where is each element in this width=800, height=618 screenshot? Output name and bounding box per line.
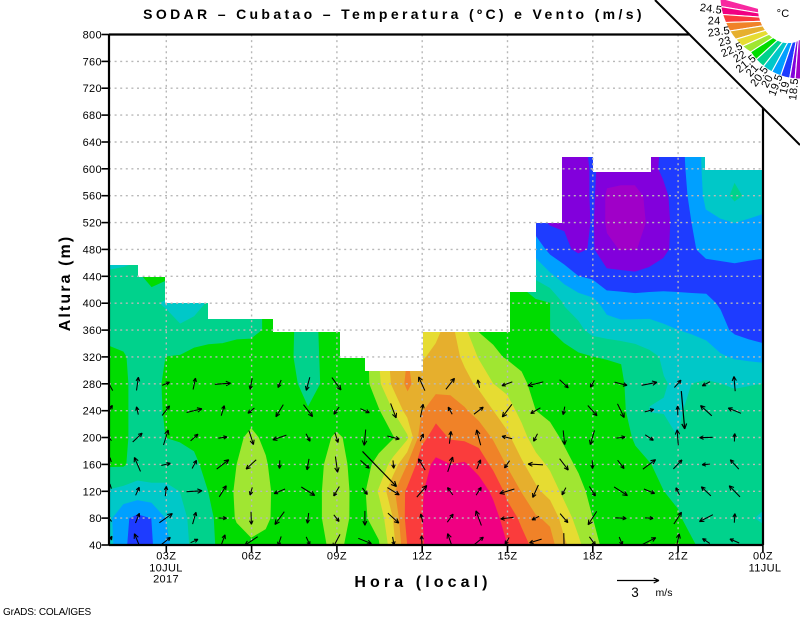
svg-text:22: 22 bbox=[731, 49, 748, 66]
svg-text:19: 19 bbox=[778, 80, 793, 95]
svg-text:240: 240 bbox=[83, 406, 102, 418]
svg-text:400: 400 bbox=[83, 298, 102, 310]
svg-text:GrADS: COLA/IGES: GrADS: COLA/IGES bbox=[3, 607, 91, 618]
svg-text:720: 720 bbox=[83, 83, 102, 95]
svg-text:°C: °C bbox=[777, 8, 790, 20]
svg-text:760: 760 bbox=[83, 56, 102, 68]
svg-text:20: 20 bbox=[759, 73, 776, 90]
svg-text:640: 640 bbox=[83, 137, 102, 149]
svg-text:600: 600 bbox=[83, 164, 102, 176]
svg-text:80: 80 bbox=[89, 513, 102, 525]
svg-text:480: 480 bbox=[83, 244, 102, 256]
svg-text:24: 24 bbox=[708, 15, 721, 27]
svg-text:Altura (m): Altura (m) bbox=[57, 235, 74, 332]
svg-text:200: 200 bbox=[83, 433, 102, 445]
svg-text:320: 320 bbox=[83, 352, 102, 364]
svg-text:23.5: 23.5 bbox=[707, 25, 731, 40]
svg-text:2017: 2017 bbox=[153, 574, 179, 586]
svg-text:00Z: 00Z bbox=[753, 551, 773, 563]
svg-text:09Z: 09Z bbox=[327, 551, 347, 563]
svg-text:m/s: m/s bbox=[656, 587, 673, 599]
svg-text:360: 360 bbox=[83, 325, 102, 337]
svg-text:15Z: 15Z bbox=[497, 551, 517, 563]
svg-text:03Z: 03Z bbox=[156, 551, 176, 563]
svg-text:12Z: 12Z bbox=[412, 551, 432, 563]
svg-text:440: 440 bbox=[83, 271, 102, 283]
svg-text:160: 160 bbox=[83, 459, 102, 471]
svg-text:SODAR – Cubatao – Temperatura: SODAR – Cubatao – Temperatura (ºC) e Ven… bbox=[143, 6, 645, 22]
svg-text:11JUL: 11JUL bbox=[749, 563, 782, 575]
svg-text:560: 560 bbox=[83, 191, 102, 203]
svg-text:18Z: 18Z bbox=[583, 551, 603, 563]
svg-text:40: 40 bbox=[89, 540, 102, 552]
svg-text:06Z: 06Z bbox=[242, 551, 262, 563]
svg-text:520: 520 bbox=[83, 218, 102, 230]
svg-text:Hora (local): Hora (local) bbox=[354, 574, 491, 591]
svg-text:280: 280 bbox=[83, 379, 102, 391]
svg-text:21Z: 21Z bbox=[668, 551, 688, 563]
svg-text:800: 800 bbox=[83, 30, 102, 42]
svg-text:18.5: 18.5 bbox=[787, 78, 800, 101]
svg-text:120: 120 bbox=[83, 486, 102, 498]
svg-text:24.5: 24.5 bbox=[699, 2, 723, 17]
svg-text:10JUL: 10JUL bbox=[149, 563, 183, 575]
svg-text:3: 3 bbox=[631, 585, 639, 600]
svg-text:680: 680 bbox=[83, 110, 102, 122]
svg-text:23: 23 bbox=[717, 34, 732, 49]
